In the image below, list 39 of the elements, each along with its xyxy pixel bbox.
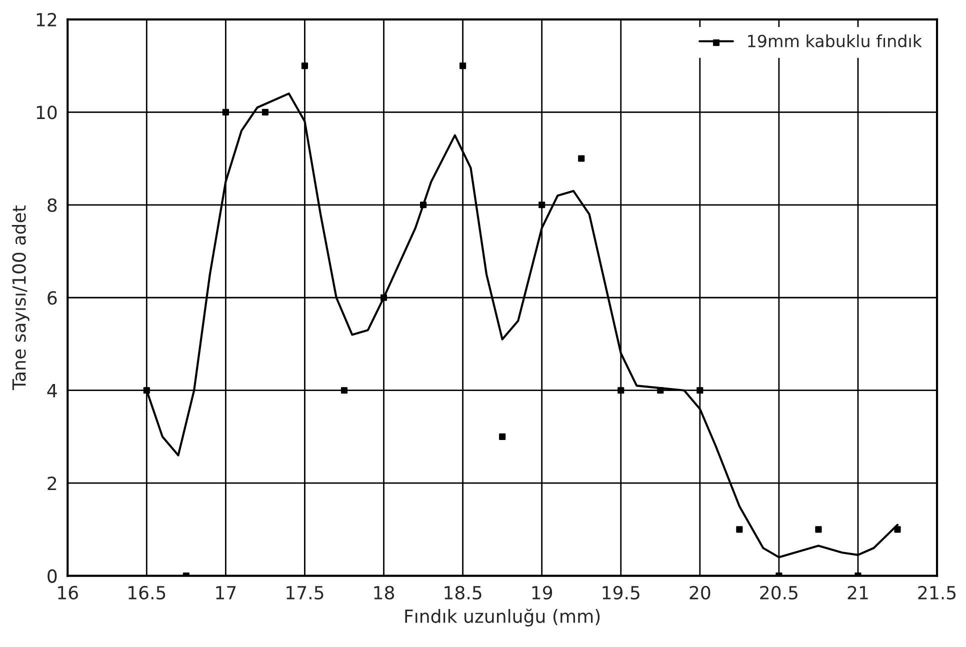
x-tick-label: 19 bbox=[532, 586, 552, 600]
x-tick-label: 21.5 bbox=[918, 586, 956, 600]
x-tick-label: 16.5 bbox=[128, 586, 166, 600]
y-tick-label: 6 bbox=[48, 291, 57, 305]
point bbox=[894, 526, 901, 533]
x-tick-label: 20.5 bbox=[760, 586, 798, 600]
y-tick-label: 10 bbox=[36, 106, 57, 120]
point bbox=[499, 433, 506, 440]
x-tick-label: 18.5 bbox=[444, 586, 482, 600]
x-tick-label: 20 bbox=[690, 586, 710, 600]
y-tick-label: 2 bbox=[48, 476, 56, 490]
point bbox=[696, 387, 704, 394]
point bbox=[262, 108, 269, 116]
point bbox=[736, 526, 743, 533]
y-axis-title: Tane sayısı/100 adet bbox=[12, 206, 30, 390]
point bbox=[618, 387, 624, 394]
y-tick-label: 0 bbox=[48, 569, 57, 583]
y-tick-label: 4 bbox=[47, 384, 57, 398]
point bbox=[460, 62, 466, 70]
point bbox=[380, 294, 388, 301]
legend-label: 19mm kabuklu fındık bbox=[748, 34, 922, 48]
point bbox=[301, 62, 308, 70]
point bbox=[143, 387, 150, 394]
x-axis-title: Fındık uzunluğu (mm) bbox=[405, 608, 600, 627]
x-tick-label: 17.5 bbox=[286, 586, 324, 600]
y-tick-label: 12 bbox=[36, 12, 56, 26]
point bbox=[578, 155, 585, 162]
point bbox=[222, 108, 229, 116]
x-tick-label: 17 bbox=[216, 586, 236, 600]
point bbox=[815, 526, 822, 533]
point bbox=[538, 202, 546, 208]
x-tick-label: 19.5 bbox=[602, 586, 640, 600]
point bbox=[657, 387, 664, 394]
x-tick-label: 21 bbox=[848, 586, 868, 600]
point bbox=[420, 202, 427, 208]
x-tick-label: 18 bbox=[374, 586, 394, 600]
y-tick-label: 8 bbox=[48, 198, 57, 212]
point bbox=[340, 387, 348, 394]
x-tick-label: 16 bbox=[58, 586, 78, 600]
